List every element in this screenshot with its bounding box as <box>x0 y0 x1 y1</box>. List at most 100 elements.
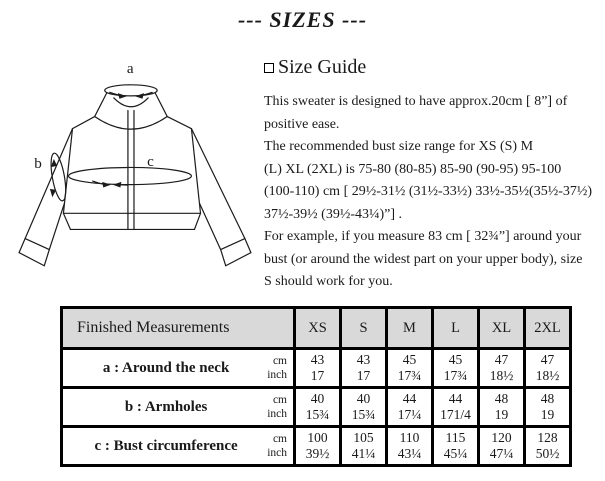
left-shoulder-line <box>71 115 96 130</box>
cm-value: 48 <box>540 391 555 406</box>
table-row-bust: c : Bust circumference cm inch 100 39½ 10… <box>60 425 572 467</box>
table-header-l: L <box>431 306 480 350</box>
inch-value: 17¾ <box>397 368 422 383</box>
cm-value: 48 <box>494 391 509 406</box>
row-label-cell: b : Armholes cm inch <box>60 386 296 428</box>
table-row-armholes: b : Armholes cm inch 40 15¾ 40 15¾ 44 17¼ 4… <box>60 386 572 428</box>
cm-value: 45 <box>402 352 417 367</box>
value-cell: 128 50½ <box>523 425 572 467</box>
unit-cm-label: cm <box>272 355 287 367</box>
finished-measurements-table: Finished Measurements XS S M L XL 2XL a … <box>60 306 572 467</box>
guide-paragraph-ease: This sweater is designed to have approx.… <box>264 94 568 132</box>
table-header-xl: XL <box>477 306 526 350</box>
right-sleeve-outer <box>190 128 252 254</box>
measure-label-a: a <box>127 61 134 77</box>
armhole-arrowhead-up <box>50 158 58 167</box>
left-cuff-opening <box>18 252 45 267</box>
inch-value: 19 <box>494 407 509 422</box>
right-shoulder-line <box>166 115 193 130</box>
cm-value: 128 <box>537 430 558 445</box>
body-right-edge <box>190 128 202 214</box>
value-cell: 48 19 <box>523 386 572 428</box>
table-header-row: Finished Measurements XS S M L XL 2XL <box>60 306 572 350</box>
cm-value: 44 <box>448 391 463 406</box>
row-label-cell: a : Around the neck cm inch <box>60 347 296 389</box>
collar-seam <box>94 115 168 130</box>
cm-value: 43 <box>356 352 371 367</box>
cm-value: 115 <box>445 430 466 445</box>
value-cell: 105 41¼ <box>339 425 388 467</box>
cm-value: 47 <box>540 352 555 367</box>
cm-value: 43 <box>310 352 325 367</box>
value-cell: 47 18½ <box>523 347 572 389</box>
inch-value: 19 <box>540 407 555 422</box>
inch-value: 15¾ <box>351 407 376 422</box>
table-header-finished-measurements: Finished Measurements <box>60 306 296 350</box>
row-label: a : Around the neck <box>102 359 230 376</box>
cm-value: 110 <box>399 430 420 445</box>
value-cell: 44 171/4 <box>431 386 480 428</box>
neck-arrowhead-left <box>117 93 127 99</box>
value-cell: 40 15¾ <box>339 386 388 428</box>
unit-cm-label: cm <box>272 433 287 445</box>
row-label: c : Bust circumference <box>94 437 238 454</box>
collar-right-edge <box>154 92 168 118</box>
inner-neckline <box>113 97 149 108</box>
unit-inch-label: inch <box>267 447 287 459</box>
table-header-m: M <box>385 306 434 350</box>
hem-left-side <box>62 212 72 231</box>
measure-label-c: c <box>147 154 154 170</box>
neck-arrowhead-right <box>134 93 145 99</box>
cm-value: 45 <box>448 352 463 367</box>
cm-value: 40 <box>310 391 325 406</box>
inch-value: 17 <box>356 368 371 383</box>
value-cell: 43 17 <box>339 347 388 389</box>
neck-measure-ellipse <box>104 84 158 97</box>
value-cell: 44 17¼ <box>385 386 434 428</box>
inch-value: 15¾ <box>305 407 330 422</box>
collar-left-edge <box>94 92 108 118</box>
inch-value: 18½ <box>489 368 514 383</box>
unit-inch-label: inch <box>267 408 287 420</box>
cm-value: 47 <box>494 352 509 367</box>
size-guide-heading-text: Size Guide <box>278 56 367 78</box>
inch-value: 41¼ <box>351 446 376 461</box>
guide-paragraph-range: The recommended bust size range for XS (… <box>264 139 593 222</box>
inch-value: 171/4 <box>440 407 471 422</box>
cm-value: 105 <box>353 430 374 445</box>
value-cell: 40 15¾ <box>293 386 342 428</box>
guide-paragraph-example: For example, if you measure 83 cm [ 32¾”… <box>264 229 583 289</box>
inch-value: 18½ <box>535 368 560 383</box>
inch-value: 39½ <box>305 446 330 461</box>
table-header-2xl: 2XL <box>523 306 572 350</box>
armhole-measure-ellipse <box>50 152 67 202</box>
right-cuff-seam <box>220 237 246 251</box>
bust-arrowhead-right <box>112 181 122 188</box>
bust-arrowhead-left <box>102 181 111 188</box>
inch-value: 47¼ <box>489 446 514 461</box>
size-guide-section: Size Guide This sweater is designed to h… <box>264 52 602 294</box>
value-cell: 115 45¼ <box>431 425 480 467</box>
armhole-arrowhead-down <box>49 188 57 198</box>
sweater-diagram-icon: a b c <box>18 61 252 267</box>
square-bullet-icon <box>264 62 274 73</box>
value-cell: 120 47¼ <box>477 425 526 467</box>
cm-value: 40 <box>356 391 371 406</box>
size-guide-heading: Size Guide <box>264 56 602 79</box>
left-sleeve-outer <box>18 128 74 254</box>
left-sleeve-inner <box>43 202 66 267</box>
unit-cm-label: cm <box>272 394 287 406</box>
upper-content: a b c Size Guide This sweater is designe… <box>10 52 602 294</box>
measure-label-b: b <box>34 156 42 172</box>
value-cell: 100 39½ <box>293 425 342 467</box>
unit-labels: cm inch <box>267 393 287 421</box>
inch-value: 17¼ <box>397 407 422 422</box>
inch-value: 45¼ <box>443 446 468 461</box>
inch-value: 17¾ <box>443 368 468 383</box>
table-row-neck: a : Around the neck cm inch 43 17 43 17 45… <box>60 347 572 389</box>
inch-value: 50½ <box>535 446 560 461</box>
cm-value: 100 <box>307 430 328 445</box>
table-header-xs: XS <box>293 306 342 350</box>
sweater-figure: a b c <box>10 52 262 294</box>
